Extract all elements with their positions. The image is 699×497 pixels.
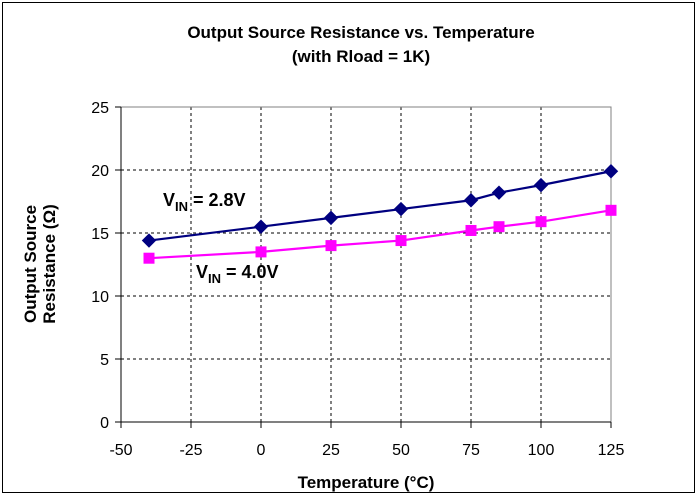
x-tick-label: 125 (598, 442, 625, 459)
y-tick-label: 5 (100, 352, 109, 369)
x-tick-label: 0 (257, 442, 266, 459)
data-point-diamond (603, 164, 619, 179)
x-tick-label: -50 (109, 442, 132, 459)
data-point-square (535, 216, 547, 228)
series-label-vin-2-8: VIN = 2.8V (163, 190, 246, 214)
y-tick-label: 25 (91, 100, 109, 117)
plot-area (120, 106, 612, 423)
data-point-diamond (491, 185, 507, 200)
data-point-diamond (393, 201, 409, 217)
data-point-square (143, 252, 155, 264)
data-point-square (395, 235, 407, 247)
series-line-1 (148, 209, 612, 260)
y-tick-label: 20 (91, 163, 109, 180)
chart-subtitle: (with Rload = 1K) (292, 47, 430, 66)
x-tick-label: 75 (462, 442, 480, 459)
data-point-diamond (253, 219, 269, 234)
data-point-diamond (463, 193, 479, 208)
series-line-0 (148, 170, 612, 242)
chart-title: Output Source Resistance vs. Temperature (187, 23, 534, 42)
y-axis-title-line1: Output Source (21, 205, 40, 323)
grid (121, 106, 612, 422)
data-point-square (465, 224, 477, 236)
chart-frame (2, 2, 695, 493)
y-axis-title-line2: Resistance (Ω) (40, 204, 59, 323)
x-tick-label: -25 (179, 442, 202, 459)
data-point-square (325, 240, 337, 252)
data-point-square (255, 246, 267, 258)
data-point-diamond (141, 233, 157, 248)
y-tick-label: 15 (91, 226, 109, 243)
series (141, 164, 619, 264)
data-point-square (605, 204, 617, 216)
data-point-diamond (323, 210, 339, 226)
y-tick-label: 10 (91, 289, 109, 306)
data-point-diamond (533, 177, 549, 193)
y-tick-label: 0 (100, 415, 109, 432)
tick-labels: 0 5 10 15 20 25 -50 -25 0 25 50 75 100 125 (91, 100, 624, 459)
x-tick-label: 25 (322, 442, 340, 459)
series-label-vin-4-0: VIN = 4.0V (196, 262, 279, 286)
data-point-square (493, 221, 505, 233)
x-axis-title: Temperature (°C) (298, 473, 435, 492)
axes (115, 106, 612, 428)
x-tick-label: 50 (392, 442, 410, 459)
x-tick-label: 100 (528, 442, 555, 459)
